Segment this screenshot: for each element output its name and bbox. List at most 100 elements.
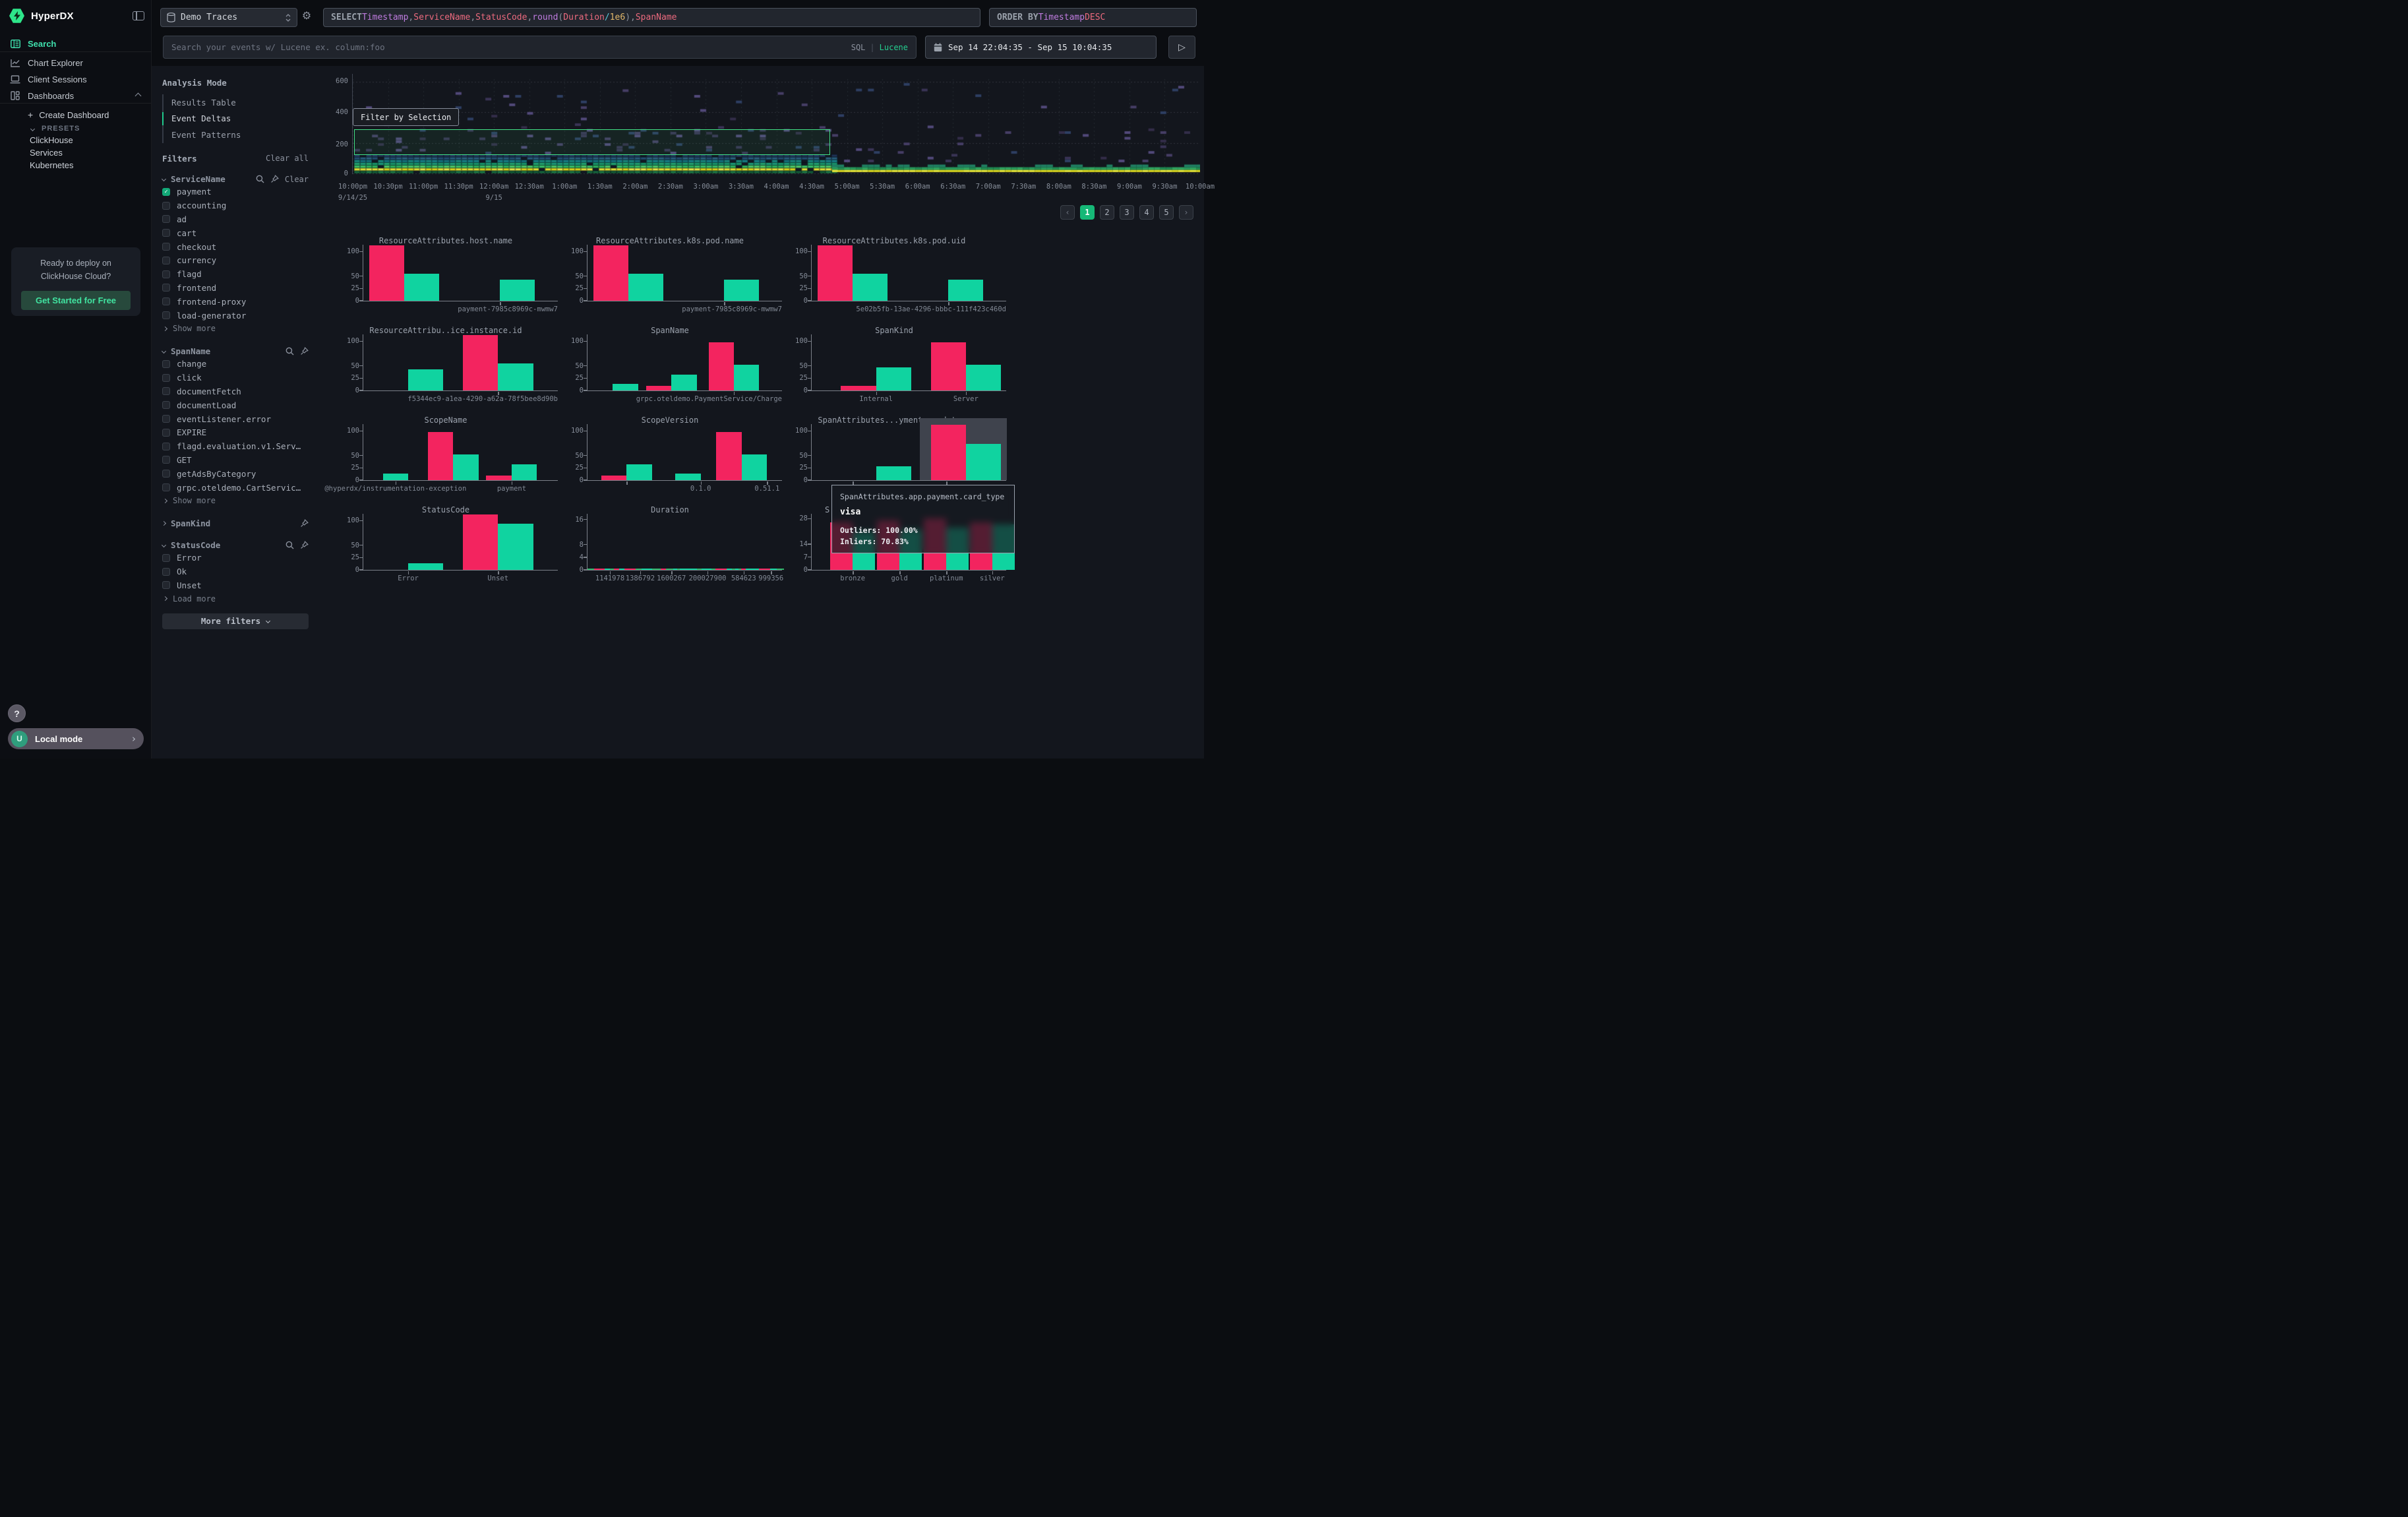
chart-plot-area[interactable]: 02550100payment-7985c8969c-mwmw7 bbox=[363, 245, 558, 301]
teal-bar[interactable] bbox=[742, 454, 767, 480]
checkbox-unchecked[interactable] bbox=[162, 581, 170, 589]
teal-bar[interactable] bbox=[453, 454, 478, 480]
filter-checkbox-grpc-oteldemo-cartservic-[interactable]: grpc.oteldemo.CartServic… bbox=[162, 481, 309, 495]
filter-checkbox-eventlistener-error[interactable]: eventListener.error bbox=[162, 412, 309, 426]
pink-bar[interactable] bbox=[931, 342, 966, 390]
sidebar-collapse-icon[interactable] bbox=[133, 11, 144, 20]
pink-bar[interactable] bbox=[486, 476, 511, 480]
teal-bar[interactable] bbox=[948, 280, 983, 301]
analysis-option-event-deltas[interactable]: Event Deltas bbox=[164, 111, 309, 127]
checkbox-unchecked[interactable] bbox=[162, 229, 170, 237]
events-heatmap[interactable] bbox=[353, 74, 1200, 174]
chart-plot-area[interactable]: 02550100grpc.oteldemo.PaymentService/Cha… bbox=[587, 334, 782, 391]
checkbox-unchecked[interactable] bbox=[162, 270, 170, 278]
teal-bar[interactable] bbox=[498, 524, 533, 570]
teal-bar[interactable] bbox=[966, 365, 1001, 390]
pink-bar[interactable] bbox=[463, 335, 498, 390]
checkbox-unchecked[interactable] bbox=[162, 470, 170, 478]
chart-plot-area[interactable]: 0481611419781386792160026720002790058462… bbox=[587, 514, 782, 571]
checkbox-unchecked[interactable] bbox=[162, 554, 170, 562]
filter-by-selection-button[interactable]: Filter by Selection bbox=[353, 108, 459, 126]
teal-bar[interactable] bbox=[671, 375, 696, 390]
chart-plot-area[interactable]: 02550100ErrorUnset bbox=[363, 514, 558, 571]
checkbox-unchecked[interactable] bbox=[162, 401, 170, 409]
filter-checkbox-getadsbycategory[interactable]: getAdsByCategory bbox=[162, 467, 309, 481]
teal-bar[interactable] bbox=[408, 369, 443, 390]
filter-checkbox-checkout[interactable]: checkout bbox=[162, 240, 309, 254]
filter-checkbox-flagd-evaluation-v1-serv-[interactable]: flagd.evaluation.v1.Serv… bbox=[162, 439, 309, 453]
chart-plot-area[interactable]: 02550100payment-7985c8969c-mwmw7 bbox=[587, 245, 782, 301]
pagination-page-2[interactable]: 2 bbox=[1100, 205, 1114, 220]
teal-bar[interactable] bbox=[853, 274, 888, 301]
filter-checkbox-load-generator[interactable]: load-generator bbox=[162, 309, 309, 323]
pink-bar[interactable] bbox=[931, 425, 966, 480]
local-mode-button[interactable]: U Local mode › bbox=[8, 728, 144, 749]
filter-checkbox-ad[interactable]: ad bbox=[162, 212, 309, 226]
checkbox-unchecked[interactable] bbox=[162, 243, 170, 251]
checkbox-checked[interactable]: ✓ bbox=[162, 188, 170, 196]
clear-all-button[interactable]: Clear all bbox=[266, 154, 309, 163]
pagination-prev-button[interactable]: ‹ bbox=[1060, 205, 1075, 220]
teal-bar[interactable] bbox=[500, 280, 535, 301]
checkbox-unchecked[interactable] bbox=[162, 297, 170, 305]
date-range-picker[interactable]: Sep 14 22:04:35 - Sep 15 10:04:35 bbox=[925, 36, 1157, 59]
show-more-button[interactable]: Show more bbox=[162, 494, 309, 507]
sidebar-item-chart-explorer[interactable]: Chart Explorer bbox=[0, 54, 151, 71]
filter-checkbox-frontend[interactable]: frontend bbox=[162, 281, 309, 295]
pin-icon[interactable] bbox=[300, 519, 309, 528]
teal-bar[interactable] bbox=[383, 474, 408, 480]
teal-bar[interactable] bbox=[613, 384, 638, 390]
checkbox-unchecked[interactable] bbox=[162, 568, 170, 576]
pink-bar[interactable] bbox=[428, 432, 453, 480]
checkbox-unchecked[interactable] bbox=[162, 443, 170, 450]
teal-bar[interactable] bbox=[675, 474, 700, 480]
chart-plot-area[interactable]: 02550100 bbox=[811, 424, 1006, 481]
pink-bar[interactable] bbox=[841, 386, 876, 390]
filter-checkbox-frontend-proxy[interactable]: frontend-proxy bbox=[162, 295, 309, 309]
filter-checkbox-flagd[interactable]: flagd bbox=[162, 267, 309, 281]
lucene-mode-toggle[interactable]: Lucene bbox=[880, 43, 908, 52]
checkbox-unchecked[interactable] bbox=[162, 456, 170, 464]
pagination-page-1[interactable]: 1 bbox=[1080, 205, 1095, 220]
filter-checkbox-documentload[interactable]: documentLoad bbox=[162, 398, 309, 412]
chart-plot-area[interactable]: 025501000.1.00.51.1 bbox=[587, 424, 782, 481]
filter-checkbox-click[interactable]: click bbox=[162, 371, 309, 385]
checkbox-unchecked[interactable] bbox=[162, 215, 170, 223]
checkbox-unchecked[interactable] bbox=[162, 429, 170, 437]
pagination-page-5[interactable]: 5 bbox=[1159, 205, 1174, 220]
checkbox-unchecked[interactable] bbox=[162, 202, 170, 210]
pink-bar[interactable] bbox=[463, 514, 498, 570]
teal-bar[interactable] bbox=[626, 464, 651, 480]
clear-filter-button[interactable]: Clear bbox=[285, 175, 309, 184]
checkbox-unchecked[interactable] bbox=[162, 374, 170, 382]
teal-bar[interactable] bbox=[512, 464, 537, 480]
filter-group-header[interactable]: ServiceNameClear bbox=[162, 173, 309, 185]
sidebar-item-client-sessions[interactable]: Client Sessions bbox=[0, 71, 151, 88]
sidebar-item-dashboards[interactable]: Dashboards bbox=[0, 87, 151, 104]
source-select[interactable]: Demo Traces bbox=[160, 8, 297, 27]
load-more-button[interactable]: Load more bbox=[162, 592, 309, 605]
gear-icon[interactable]: ⚙ bbox=[300, 9, 313, 25]
teal-bar[interactable] bbox=[876, 367, 911, 390]
chart-plot-area[interactable]: 02550100f5344ec9-a1ea-4290-a62a-78f5bee8… bbox=[363, 334, 558, 391]
teal-bar[interactable] bbox=[498, 363, 533, 390]
checkbox-unchecked[interactable] bbox=[162, 284, 170, 292]
filter-checkbox-currency[interactable]: currency bbox=[162, 253, 309, 267]
teal-bar[interactable] bbox=[734, 365, 759, 390]
pink-bar[interactable] bbox=[818, 245, 853, 301]
chart-plot-area[interactable]: 02550100InternalServer bbox=[811, 334, 1006, 391]
chart-plot-area[interactable]: 02550100@hyperdx/instrumentation-excepti… bbox=[363, 424, 558, 481]
filter-checkbox-change[interactable]: change bbox=[162, 357, 309, 371]
get-started-button[interactable]: Get Started for Free bbox=[21, 291, 131, 310]
pin-icon[interactable] bbox=[270, 175, 279, 183]
checkbox-unchecked[interactable] bbox=[162, 387, 170, 395]
help-button[interactable]: ? bbox=[8, 704, 26, 722]
pin-icon[interactable] bbox=[300, 347, 309, 356]
heatmap-selection-box[interactable] bbox=[354, 129, 830, 155]
filter-group-header[interactable]: SpanKind bbox=[162, 517, 309, 529]
checkbox-unchecked[interactable] bbox=[162, 257, 170, 264]
pink-bar[interactable] bbox=[646, 386, 671, 390]
pink-bar[interactable] bbox=[716, 432, 741, 480]
checkbox-unchecked[interactable] bbox=[162, 483, 170, 491]
show-more-button[interactable]: Show more bbox=[162, 322, 309, 335]
